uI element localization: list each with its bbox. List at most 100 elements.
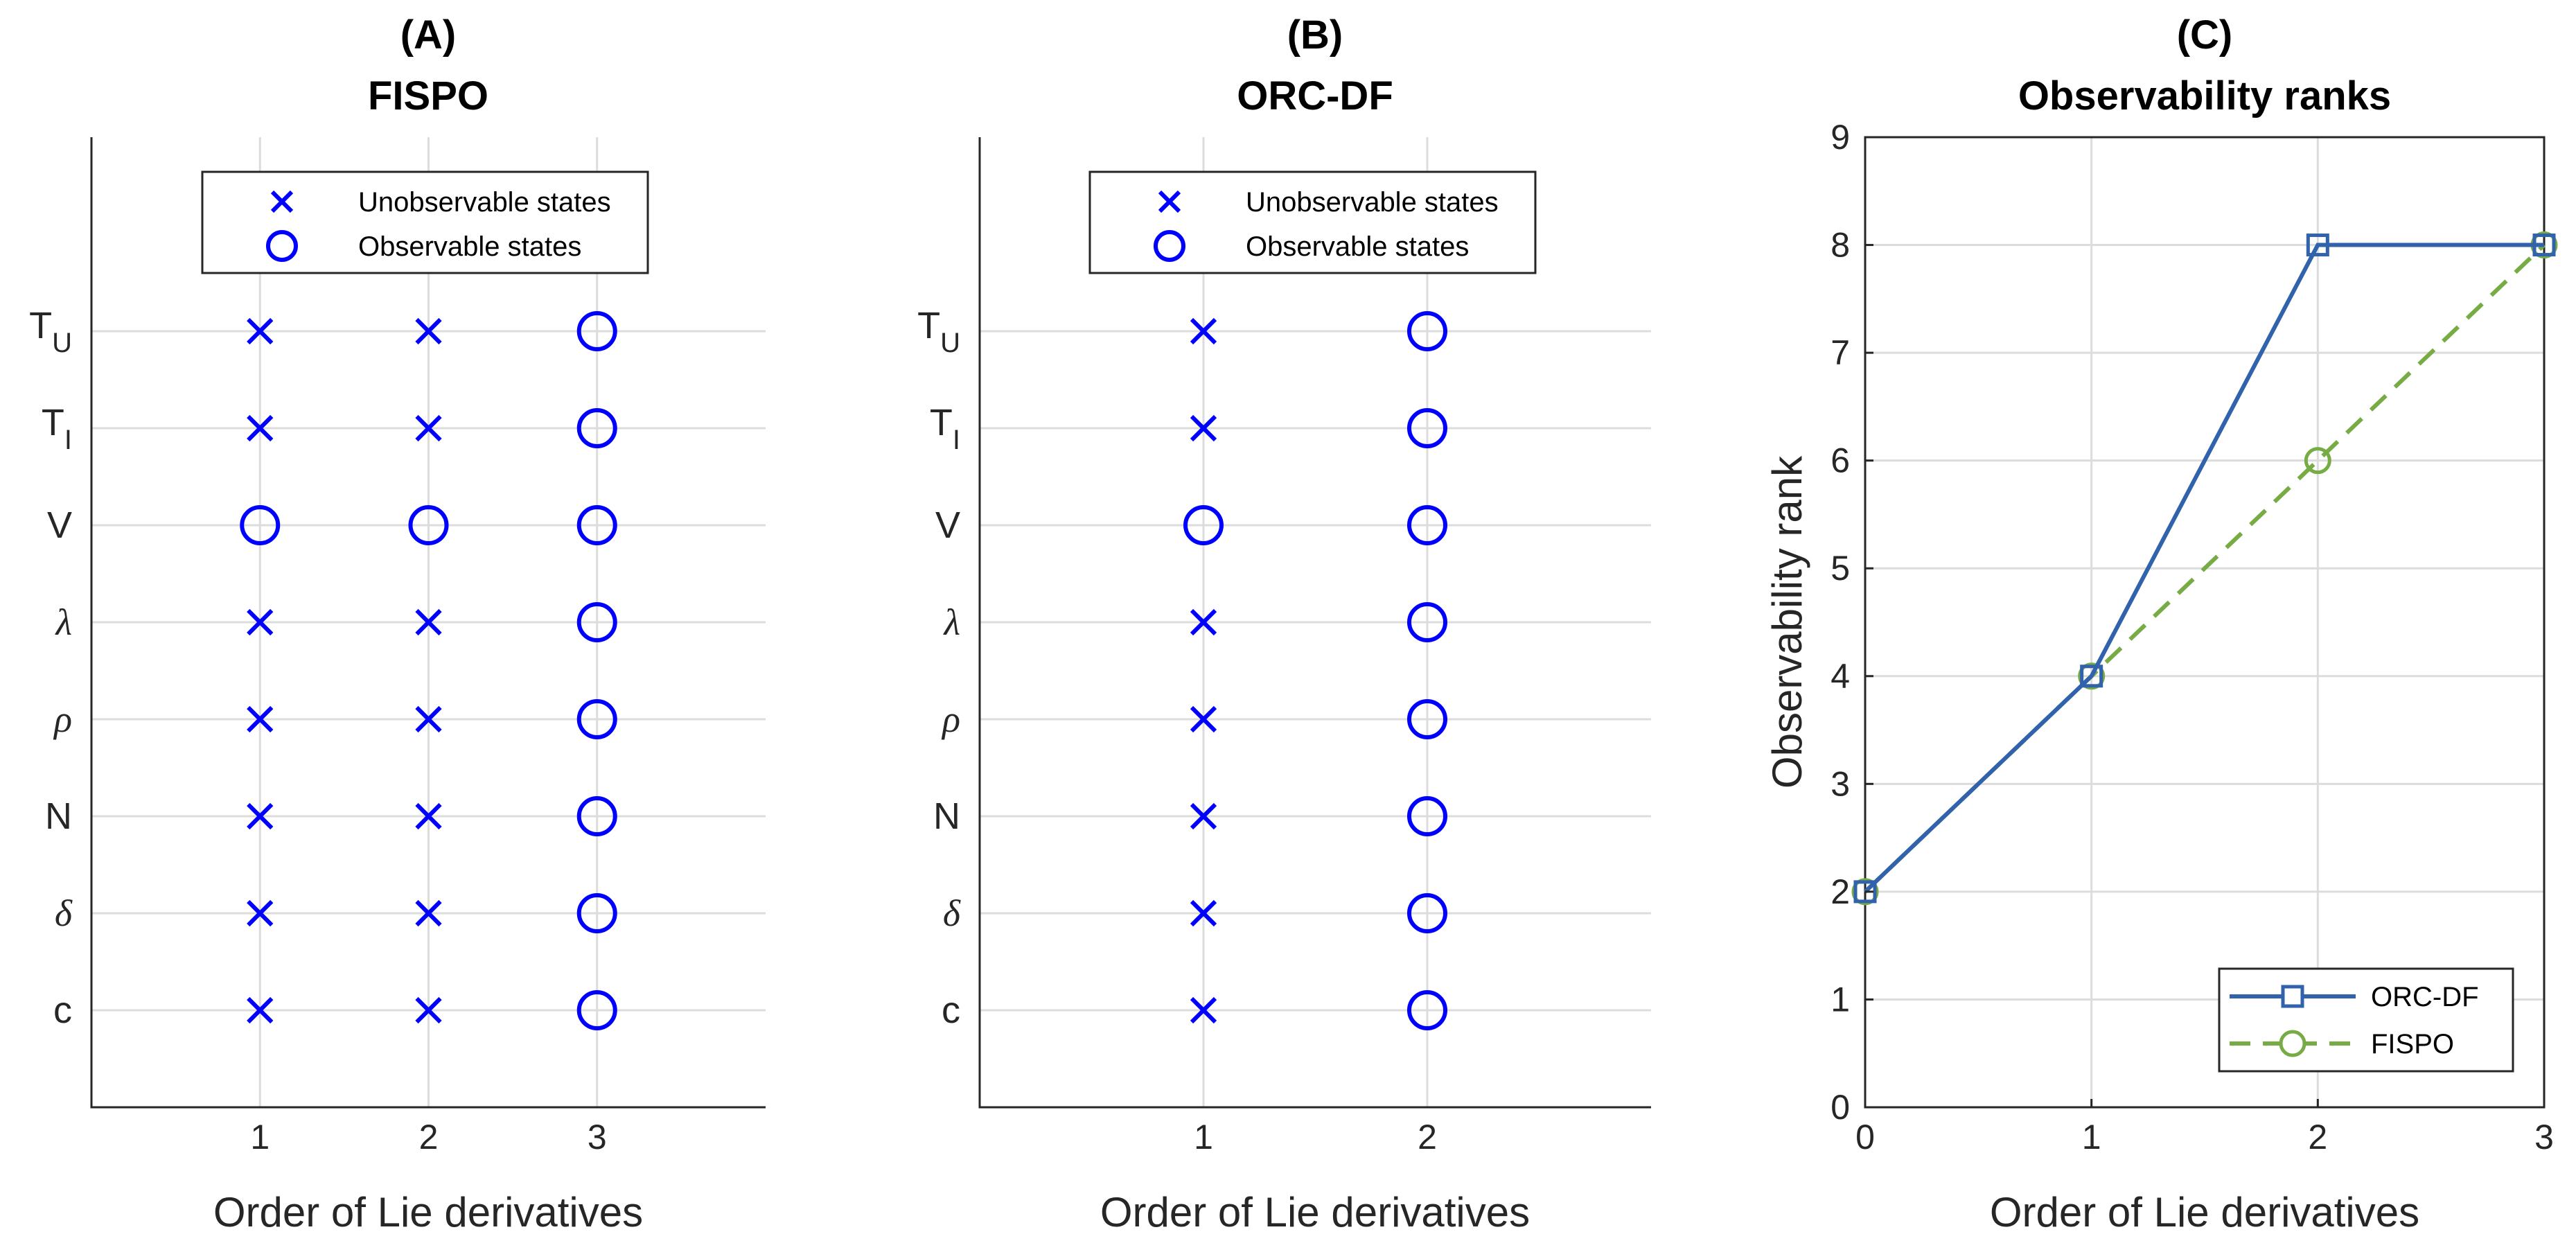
panel-c-x-ticks: 0 1 2 3 <box>1855 1099 2554 1156</box>
x-tick-label: 3 <box>2534 1118 2554 1156</box>
panel-b-grid <box>980 137 1651 1107</box>
state-label: λ <box>943 601 960 643</box>
observable-marker <box>576 602 617 642</box>
observable-marker <box>240 505 281 545</box>
state-label: c <box>942 989 960 1031</box>
state-label: TI <box>42 402 72 455</box>
observable-marker <box>576 990 617 1030</box>
panel-c-ylabel: Observability rank <box>1764 455 1810 789</box>
unobservable-marker <box>415 317 442 345</box>
observable-marker <box>576 699 617 739</box>
state-label: c <box>53 989 72 1031</box>
panel-c-series <box>1851 231 2558 906</box>
series-line-fispo <box>1863 243 2546 894</box>
panel-a-label: (A) <box>400 12 457 58</box>
x-tick-label: 2 <box>2308 1118 2327 1156</box>
y-tick-label: 0 <box>1830 1088 1850 1127</box>
x-tick-label: 0 <box>1855 1118 1875 1156</box>
panel-a-x-ticks: 1 2 3 <box>250 1118 606 1156</box>
y-tick-label: 4 <box>1830 657 1850 696</box>
panel-b-legend-box <box>1088 170 1537 274</box>
legend-label: Unobservable states <box>358 187 611 218</box>
unobservable-marker <box>1190 608 1217 636</box>
legend-marker-orc-df <box>2281 985 2304 1008</box>
observable-marker <box>576 311 617 351</box>
panel-b-state-labels: TU TI Vλ ρ Nδ c <box>917 305 961 1031</box>
data-point-fispo <box>2078 662 2106 690</box>
x-tick-label: 2 <box>1418 1118 1437 1156</box>
observable-marker <box>576 893 617 933</box>
panel-c-y-ticks: 0 1 2 3 4 5 6 7 8 9 <box>1830 118 1873 1127</box>
observable-marker <box>408 505 449 545</box>
unobservable-marker <box>1190 414 1217 442</box>
panel-b-legend: Unobservable states Observable states <box>1088 170 1537 274</box>
state-label: TU <box>917 305 960 358</box>
data-point-orc-df <box>2532 234 2556 257</box>
unobservable-marker <box>415 705 442 733</box>
observable-marker <box>1407 699 1447 739</box>
panel-a-axes <box>90 137 766 1109</box>
state-label: ρ <box>53 698 72 740</box>
y-tick-label: 1 <box>1830 980 1850 1019</box>
legend-o-marker <box>266 230 298 262</box>
observable-marker <box>1407 893 1447 933</box>
panel-c-grid <box>1865 137 2544 1107</box>
y-tick-label: 2 <box>1830 872 1850 911</box>
legend-marker-fispo <box>2279 1030 2306 1057</box>
series-line-orc-df <box>1863 243 2544 894</box>
panel-a-title: FISPO <box>368 73 488 118</box>
y-tick-label: 3 <box>1830 764 1850 803</box>
y-tick-label: 9 <box>1830 118 1850 157</box>
panel-b-title: ORC-DF <box>1237 73 1393 118</box>
panel-a-markers <box>240 311 617 1030</box>
panel-a-state-labels: TU TI Vλ ρ Nδ c <box>29 305 73 1031</box>
unobservable-marker <box>1190 705 1217 733</box>
panel-c-axes <box>1864 136 2546 1109</box>
legend-label: FISPO <box>2371 1029 2454 1059</box>
unobservable-marker <box>1190 996 1217 1024</box>
data-point-orc-df <box>1853 880 1877 904</box>
state-label: N <box>45 795 72 837</box>
x-tick-label: 1 <box>1194 1118 1213 1156</box>
unobservable-marker <box>247 608 274 636</box>
legend-o-marker <box>1154 230 1185 262</box>
unobservable-marker <box>247 705 274 733</box>
x-tick-label: 2 <box>419 1118 439 1156</box>
state-label: N <box>933 795 960 837</box>
unobservable-marker <box>247 317 274 345</box>
state-label: ρ <box>941 698 960 740</box>
state-label: δ <box>943 892 961 934</box>
state-label: λ <box>55 601 72 643</box>
unobservable-marker <box>247 899 274 927</box>
observable-marker <box>1407 505 1447 545</box>
unobservable-marker <box>415 899 442 927</box>
legend-label: Unobservable states <box>1246 187 1499 218</box>
x-tick-label: 1 <box>250 1118 270 1156</box>
observable-marker <box>1183 505 1224 545</box>
state-label: δ <box>55 892 73 934</box>
y-tick-label: 8 <box>1830 226 1850 265</box>
x-tick-label: 1 <box>2082 1118 2101 1156</box>
unobservable-marker <box>247 996 274 1024</box>
unobservable-marker <box>415 996 442 1024</box>
observable-marker <box>576 796 617 836</box>
observable-marker <box>1407 796 1447 836</box>
panel-c-title: Observability ranks <box>2018 73 2391 118</box>
panel-c-legend-box <box>2218 967 2514 1073</box>
unobservable-marker <box>247 802 274 830</box>
y-tick-label: 5 <box>1830 549 1850 588</box>
unobservable-marker <box>247 414 274 442</box>
state-label: V <box>47 504 72 546</box>
panel-b-axes <box>978 137 1651 1109</box>
y-tick-label: 7 <box>1830 333 1850 372</box>
panel-c-legend: ORC-DF FISPO <box>2218 967 2514 1073</box>
legend-x-marker <box>270 190 294 213</box>
observable-marker <box>1407 408 1447 448</box>
observable-marker <box>1407 311 1447 351</box>
state-label: V <box>935 504 960 546</box>
data-point-orc-df <box>2080 664 2103 688</box>
panel-c-xlabel: Order of Lie derivatives <box>1990 1189 2419 1235</box>
unobservable-marker <box>1190 802 1217 830</box>
